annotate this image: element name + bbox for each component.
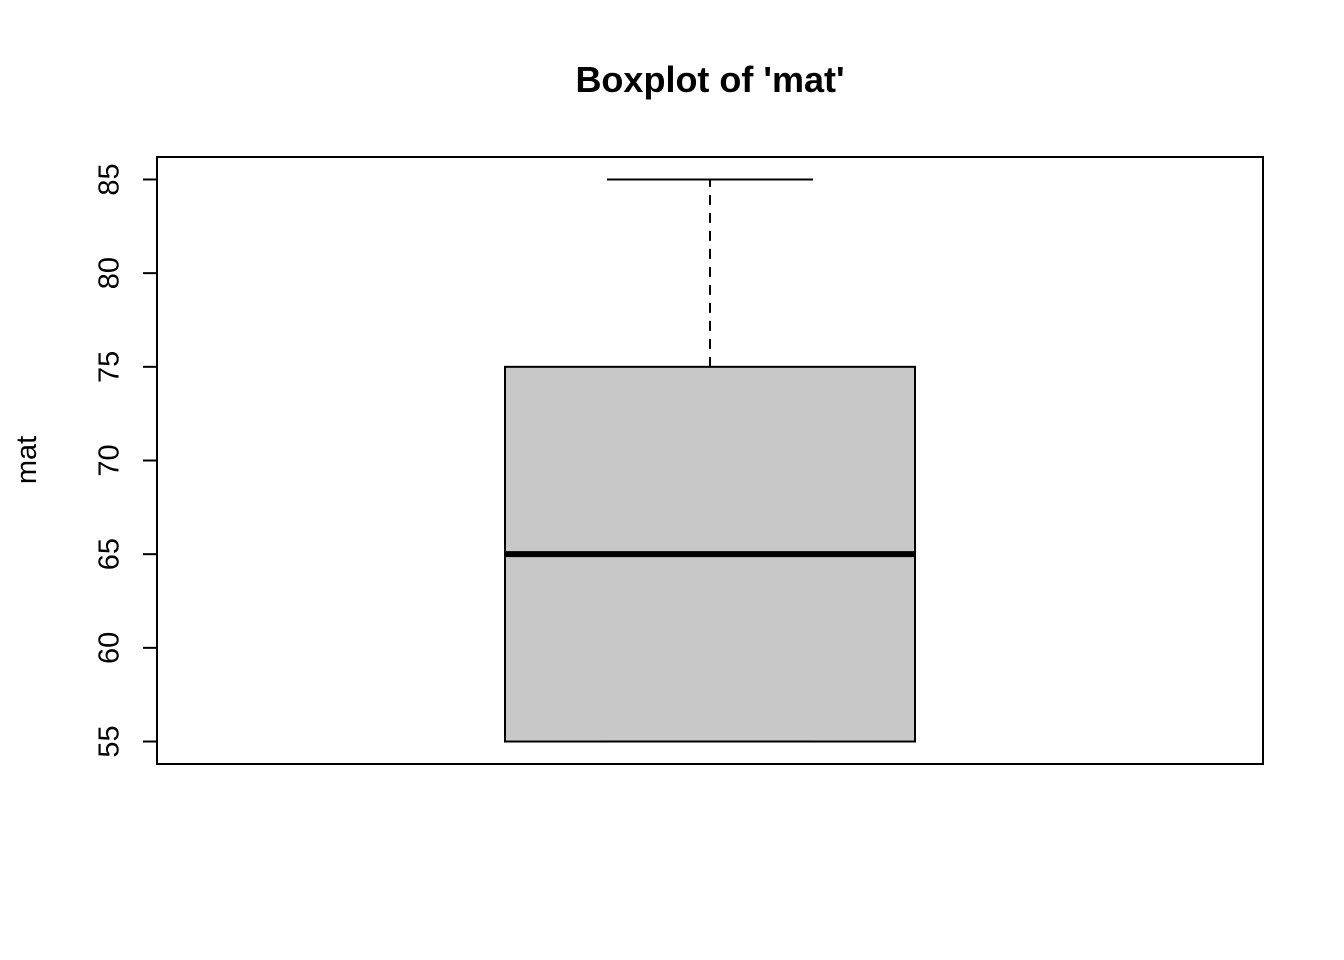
y-tick-label: 70 [94, 444, 126, 476]
y-tick-label: 80 [94, 257, 126, 289]
box-series [504, 178, 916, 743]
chart-title: Boxplot of 'mat' [575, 59, 844, 100]
y-tick-label: 55 [94, 725, 126, 757]
y-tick-label: 65 [94, 538, 126, 570]
y-tick-label: 60 [94, 632, 126, 664]
y-tick-label: 75 [94, 351, 126, 383]
y-axis-label: mat [11, 436, 43, 484]
y-axis-ticks: 55 60 65 70 75 80 85 [94, 163, 157, 758]
y-tick-label: 85 [94, 163, 126, 195]
